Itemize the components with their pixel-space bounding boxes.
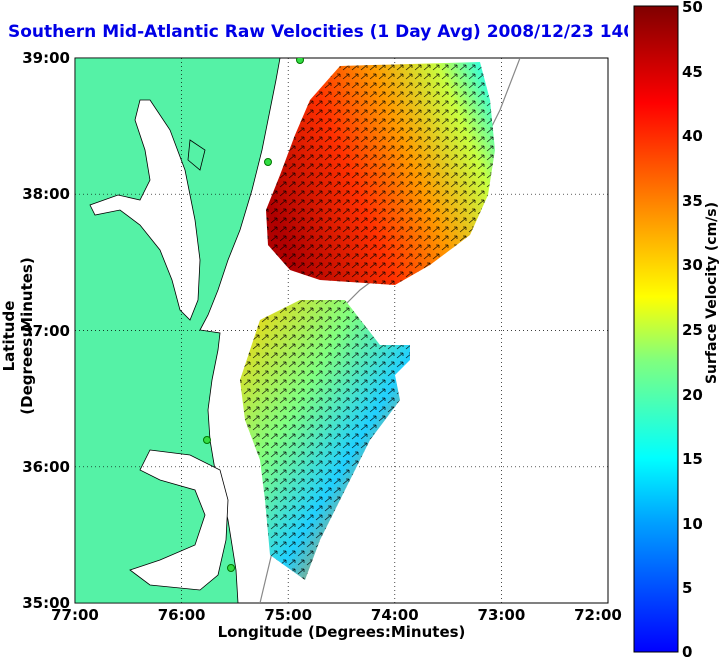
land-mass	[75, 58, 281, 603]
map-title: Southern Mid-Atlantic Raw Velocities (1 …	[8, 22, 628, 42]
x-tick-label: 74:00	[371, 606, 419, 624]
colorbar-tick-label: 5	[682, 579, 692, 597]
x-tick-label: 73:00	[478, 606, 526, 624]
pamlico-sound	[129, 449, 229, 591]
x-tick-label: 77:00	[51, 606, 99, 624]
colorbar-tick-label: 15	[682, 450, 703, 468]
x-tick-labels: 77:00 76:00 75:00 74:00 73:00 72:00	[51, 606, 622, 624]
southern-velocity-field	[240, 300, 410, 580]
y-tick-labels: 39:00 38:00 37:00 36:00 35:00	[22, 49, 70, 612]
y-tick-label: 39:00	[22, 49, 70, 67]
y-tick-label: 35:00	[22, 594, 70, 612]
colorbar-tick-label: 25	[682, 321, 703, 339]
colorbar-tick-label: 10	[682, 515, 703, 533]
y-tick-label: 38:00	[22, 185, 70, 203]
colorbar-tick-label: 35	[682, 192, 703, 210]
colorbar-tick-label: 30	[682, 256, 703, 274]
x-tick-label: 72:00	[574, 606, 622, 624]
colorbar-tick-label: 20	[682, 386, 703, 404]
colorbar-tick-label: 45	[682, 63, 703, 81]
colorbar-tick-labels: 50 45 40 35 30 25 20 15 10 5 0	[682, 0, 703, 659]
colorbar-tick-label: 50	[682, 0, 703, 16]
y-tick-label: 36:00	[22, 458, 70, 476]
northern-velocity-field	[266, 62, 495, 285]
radar-site-markers	[203, 58, 304, 572]
x-tick-label: 75:00	[264, 606, 312, 624]
colorbar-tick-label: 40	[682, 127, 703, 145]
y-tick-label: 37:00	[22, 322, 70, 340]
x-axis-label: Longitude (Degrees:Minutes)	[217, 623, 466, 641]
colorbar-tick-label: 0	[682, 643, 692, 659]
colorbar	[633, 5, 679, 653]
x-tick-label: 76:00	[158, 606, 206, 624]
chesapeake-bay	[89, 99, 201, 321]
